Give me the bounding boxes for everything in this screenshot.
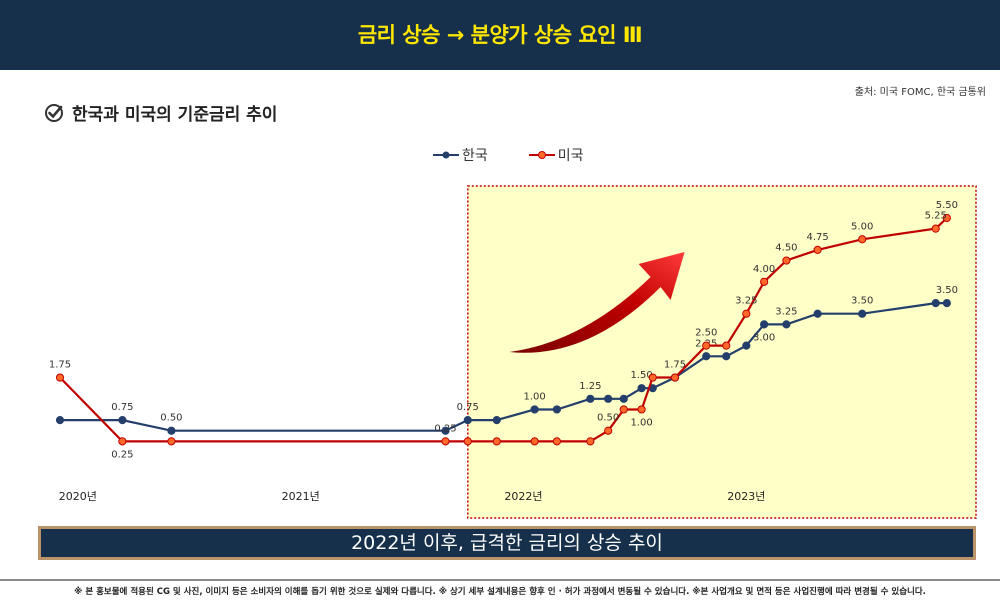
data-point-korea [931,298,940,308]
data-point-korea [637,384,646,393]
legend-label-korea: 한국 [462,148,488,164]
data-point-korea [813,309,822,318]
data-point-korea [619,394,628,403]
data-point-korea [942,298,951,308]
data-point-usa [463,437,472,446]
data-label-usa: 4.75 [806,232,828,243]
legend-item-usa: 미국 [528,145,584,165]
section-header: 한국과 미국의 기준금리 추이 [44,100,277,125]
check-circle-icon [45,103,63,122]
data-point-korea [604,394,613,403]
data-point-usa [604,426,613,435]
data-label-korea: 3.50 [936,285,958,296]
data-label-usa: 1.75 [49,360,71,371]
source-note: 출처: 미국 FOMC, 한국 금통위 [854,87,986,98]
data-label-korea: 3.25 [775,306,797,317]
legend-label-usa: 미국 [557,148,584,164]
data-label-korea: 1.25 [579,381,601,392]
upward-arrow [509,252,685,353]
data-label-usa: 4.50 [775,243,797,254]
summary-text: 2022년 이후, 급격한 금리의 상승 추이 [351,532,663,554]
data-label-usa: 0.25 [111,449,133,460]
data-point-usa [55,373,65,382]
data-point-usa [441,437,450,446]
data-label-usa: 5.00 [851,221,873,232]
data-point-usa [167,437,176,446]
legend-item-korea: 한국 [432,145,488,165]
data-point-usa [586,437,595,446]
data-point-usa [530,437,539,446]
disclaimer-footnote: ※ 본 홍보물에 적용된 CG 및 사진, 이미지 등은 소비자의 이해를 돕기… [74,587,926,597]
data-label-korea: 0.50 [160,413,182,424]
data-point-usa [637,405,646,414]
data-label-korea: 1.50 [630,370,652,381]
data-point-usa [118,437,127,446]
data-point-usa [858,235,867,244]
footer-divider [0,579,1000,581]
chart-legend: 한국 미국 [432,145,584,165]
highlight-region [467,185,977,519]
data-label-usa: 4.00 [753,264,775,275]
data-label-korea: 3.50 [851,296,873,307]
x-tick-label: 2020년 [59,490,97,503]
data-point-usa [931,224,940,233]
data-point-korea [55,415,65,425]
data-point-usa [742,309,751,318]
data-point-usa [942,213,951,223]
data-label-korea: 0.75 [457,402,479,413]
data-point-usa [648,373,657,382]
legend-swatch-korea [433,151,459,159]
banner-title: 금리 상승 → 분양가 상승 요인 Ⅲ [357,23,643,47]
data-point-usa [722,341,731,350]
data-point-korea [167,426,176,435]
data-point-usa [619,405,628,414]
data-label-usa: 2.50 [695,328,717,339]
data-point-usa [813,245,822,255]
data-label-korea: 0.75 [111,402,133,413]
x-tick-label: 2023년 [727,490,765,503]
legend-swatch-usa [528,151,555,159]
x-tick-label: 2021년 [282,490,320,503]
section-title: 한국과 미국의 기준금리 추이 [72,105,278,125]
interest-rate-chart: 2020년 2021년 2022년 2023년 0.75 0.50 0.75 1.00 1.25… [49,185,977,519]
data-label-korea: 1.00 [523,391,545,402]
data-point-usa [702,341,711,350]
data-point-korea [702,352,711,361]
data-label-usa: 1.00 [630,417,652,428]
summary-banner: 2022년 이후, 급격한 금리의 상승 추이 [38,526,976,560]
data-label-usa: 0.50 [597,413,619,424]
data-point-usa [760,277,769,286]
data-label-usa: 5.25 [925,211,947,222]
data-point-korea [441,426,450,435]
data-label-korea: 3.00 [753,332,775,343]
data-point-usa [492,437,501,446]
data-point-korea [782,320,791,329]
data-point-korea [118,415,127,425]
x-tick-label: 2022년 [504,490,542,503]
data-label-korea: 1.75 [664,360,686,371]
data-point-korea [552,405,562,414]
data-label-usa: 3.25 [735,296,757,307]
data-label-usa: 5.50 [936,200,958,211]
data-point-korea [858,309,867,318]
data-point-usa [670,373,680,382]
data-point-usa [782,256,791,265]
data-point-korea [492,415,501,425]
data-point-korea [722,352,731,361]
header-banner: 금리 상승 → 분양가 상승 요인 Ⅲ [0,0,1000,70]
data-point-korea [742,341,751,350]
data-point-korea [760,320,769,329]
data-point-korea [586,394,595,403]
data-point-usa [552,437,562,446]
data-label-usa: 0.25 [434,423,456,434]
data-point-korea [530,405,539,414]
data-point-korea [463,415,472,425]
